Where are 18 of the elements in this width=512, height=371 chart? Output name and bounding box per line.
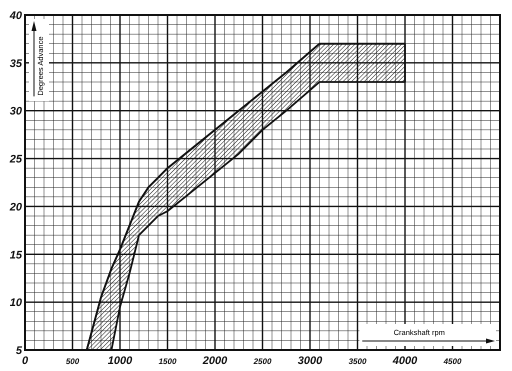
x-tick-label: 3000 <box>298 355 324 367</box>
x-tick-label: 1000 <box>108 355 134 367</box>
y-tick-label: 30 <box>10 106 23 118</box>
y-tick-label: 35 <box>10 58 23 70</box>
y-tick-label: 5 <box>16 345 23 357</box>
x-tick-label: 2000 <box>202 355 228 367</box>
x-tick-label: 500 <box>66 357 80 366</box>
y-tick-label: 25 <box>8 154 23 166</box>
x-tick-label: 1500 <box>158 357 177 366</box>
x-tick-label: 3500 <box>348 357 367 366</box>
x-tick-label: 4500 <box>442 357 462 366</box>
y-tick-label: 15 <box>10 249 23 262</box>
x-tick-label: 4000 <box>392 355 418 367</box>
y-tick-label: 40 <box>8 10 23 22</box>
y-tick-label: 10 <box>10 297 23 310</box>
y-tick-label: 20 <box>8 201 23 214</box>
x-tick-label: 2500 <box>252 357 272 366</box>
x-tick-label: 0 <box>22 355 29 367</box>
